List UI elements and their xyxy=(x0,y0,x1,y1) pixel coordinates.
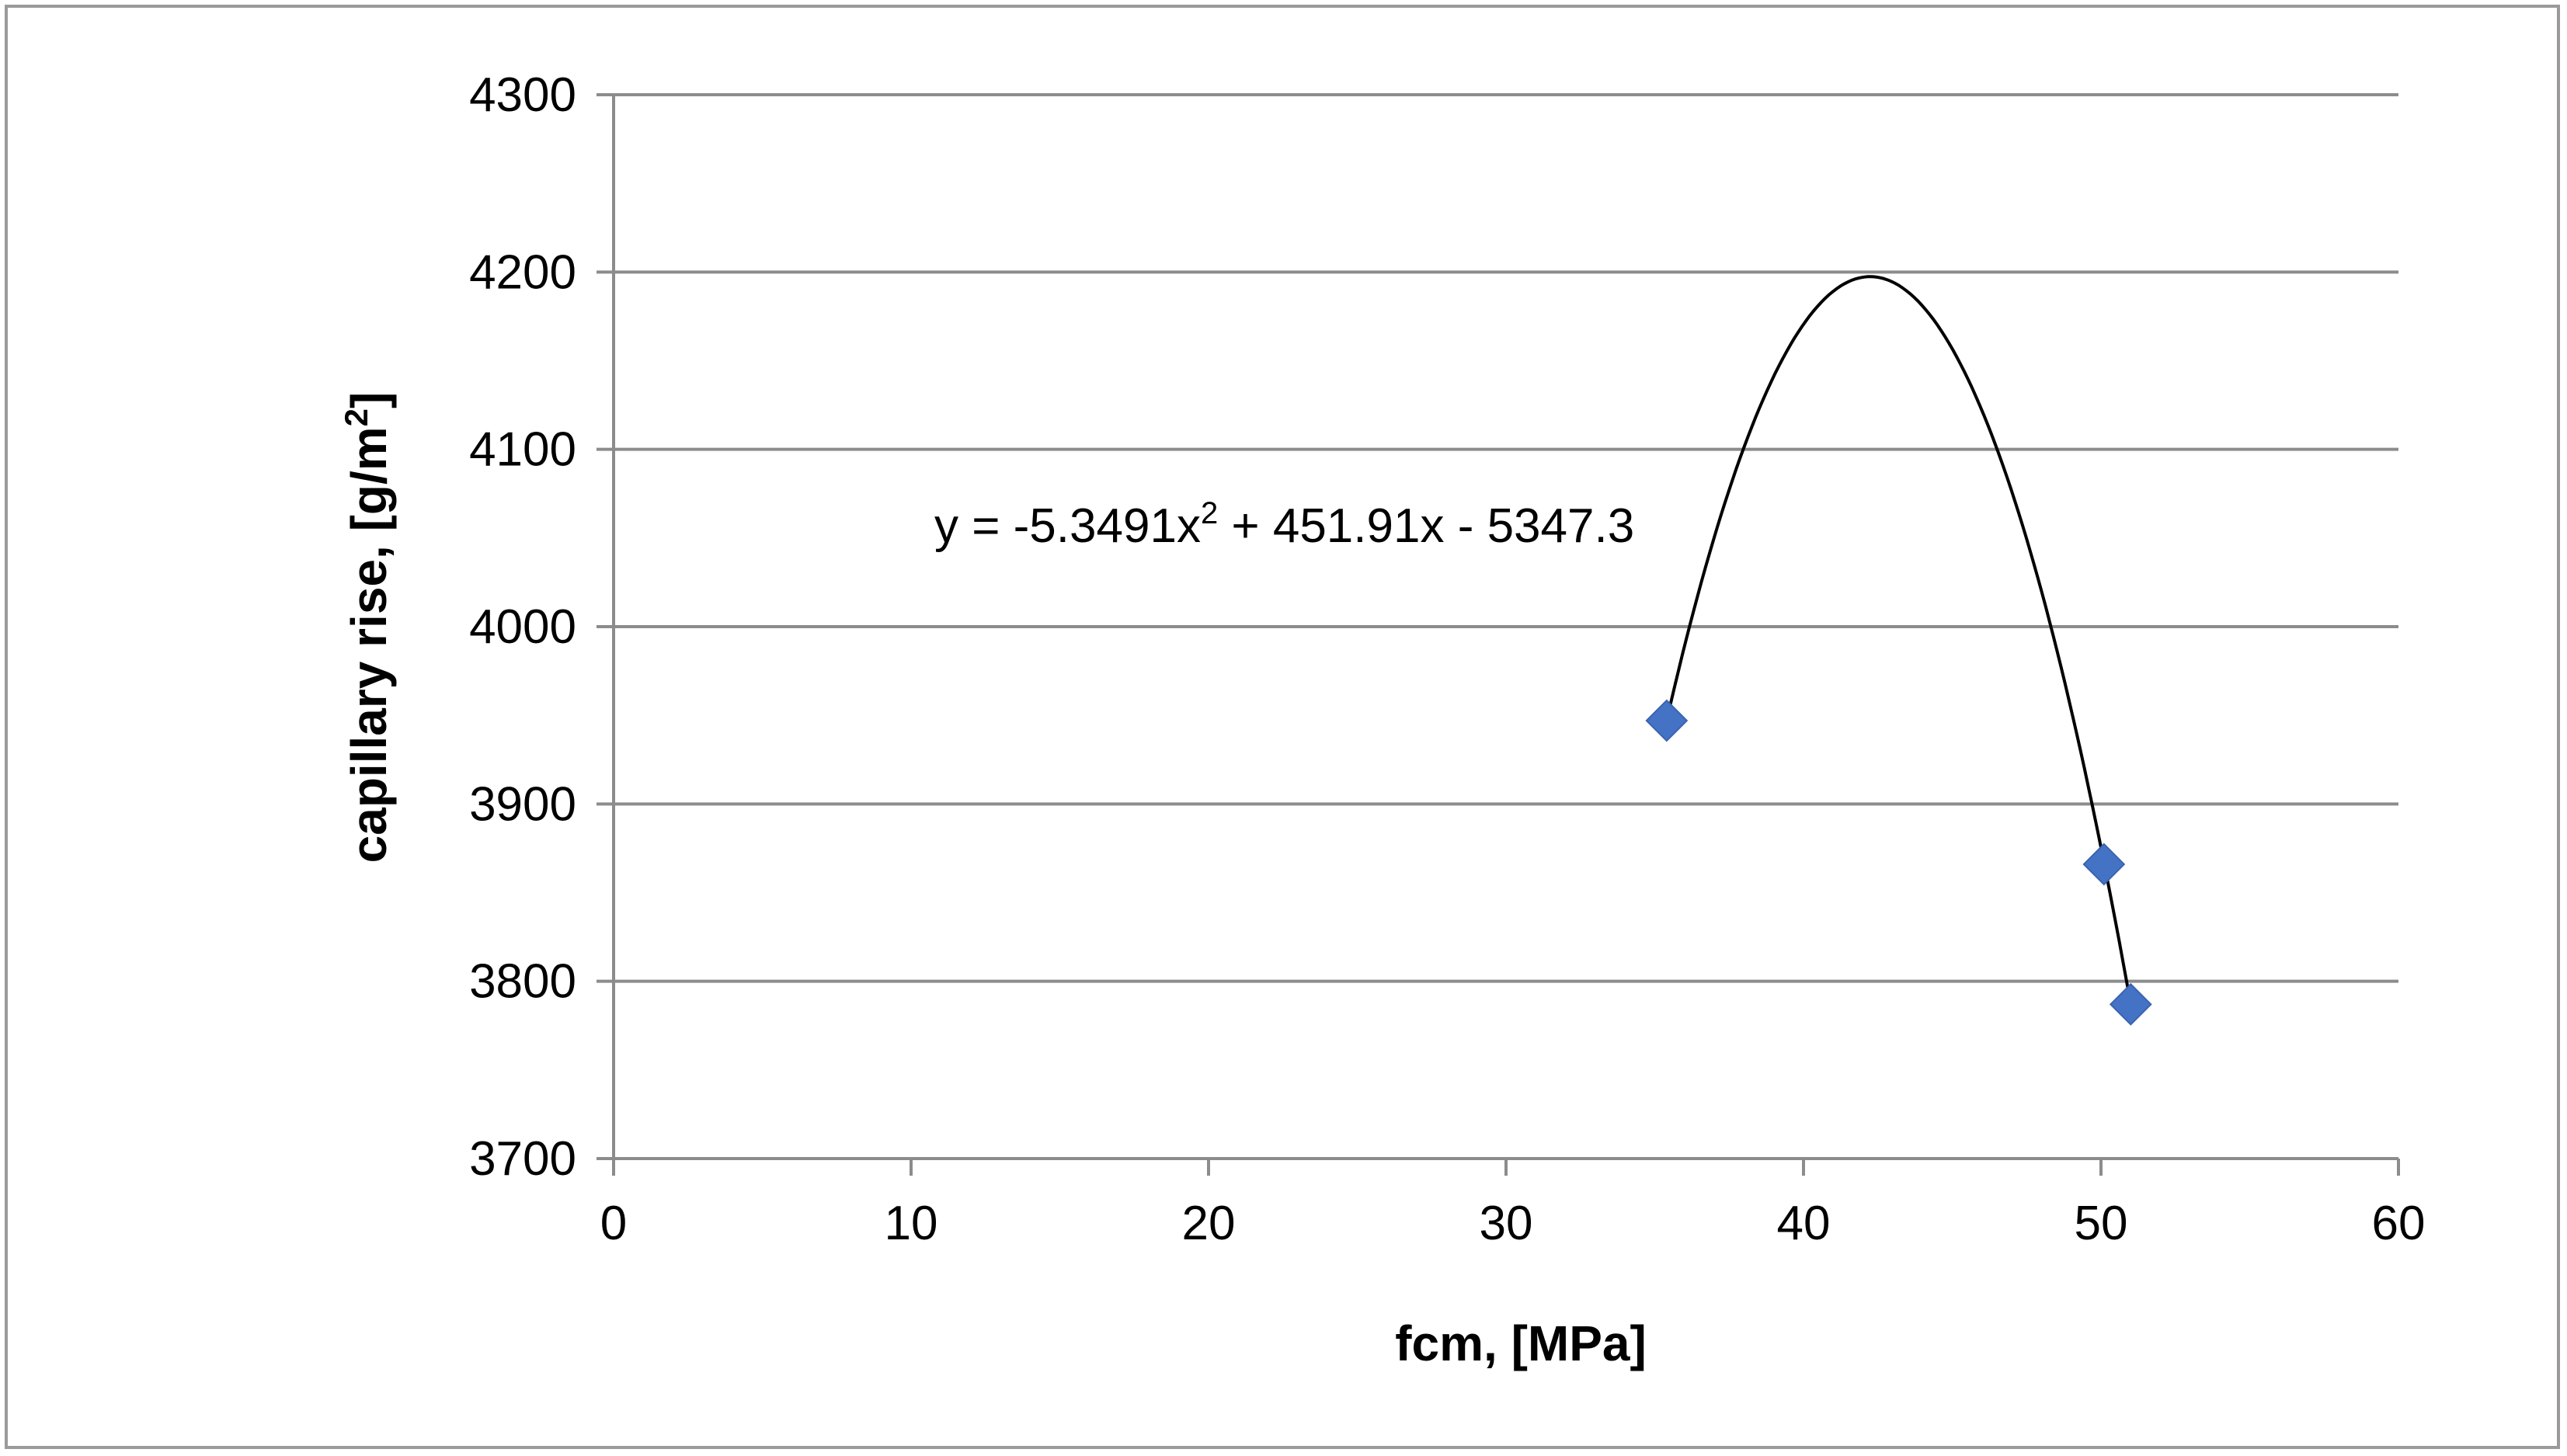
x-tick-label: 0 xyxy=(600,1197,627,1250)
x-tick-label: 40 xyxy=(1777,1197,1831,1250)
trendline xyxy=(1664,275,2133,1005)
equation-superscript: 2 xyxy=(1201,496,1218,530)
y-tick-label: 4100 xyxy=(469,423,576,477)
y-tick-label: 3900 xyxy=(469,777,576,831)
x-axis-title: fcm, [MPa] xyxy=(1395,1315,1647,1371)
y-tick-label: 3800 xyxy=(469,955,576,1009)
equation-end: + 451.91x - 5347.3 xyxy=(1218,499,1634,553)
x-tick-label: 10 xyxy=(885,1197,938,1250)
y-axis-title-end: ] xyxy=(341,392,397,408)
trendline-equation: y = -5.3491x2 + 451.91x - 5347.3 xyxy=(934,496,1634,553)
grid-layer xyxy=(614,93,2398,983)
data-point xyxy=(2109,982,2152,1026)
x-tick-label: 20 xyxy=(1182,1197,1236,1250)
trend-layer xyxy=(1664,275,2133,1005)
chart-frame xyxy=(5,5,2560,1449)
axis-layer: 3700 3800 3900 4000 4100 4200 4300 0 10 20 30 40 50 6… xyxy=(469,68,2425,1250)
x-tick-label: 30 xyxy=(1480,1197,1533,1250)
x-tick-label: 60 xyxy=(2372,1197,2426,1250)
y-tick-label: 4200 xyxy=(469,245,576,299)
y-tick-label: 4000 xyxy=(469,600,576,654)
y-axis-title-main: capillary rise, [g/m xyxy=(341,426,397,863)
data-point xyxy=(1645,699,1689,742)
data-point xyxy=(2082,843,2126,886)
x-tick-label: 50 xyxy=(2075,1197,2128,1250)
y-axis-title-superscript: 2 xyxy=(338,408,374,426)
point-layer xyxy=(1645,699,2152,1026)
y-axis-title: capillary rise, [g/m2] xyxy=(338,392,397,864)
y-tick-label: 3700 xyxy=(469,1132,576,1186)
y-tick-label: 4300 xyxy=(469,68,576,122)
equation-main: y = -5.3491x xyxy=(934,499,1201,553)
